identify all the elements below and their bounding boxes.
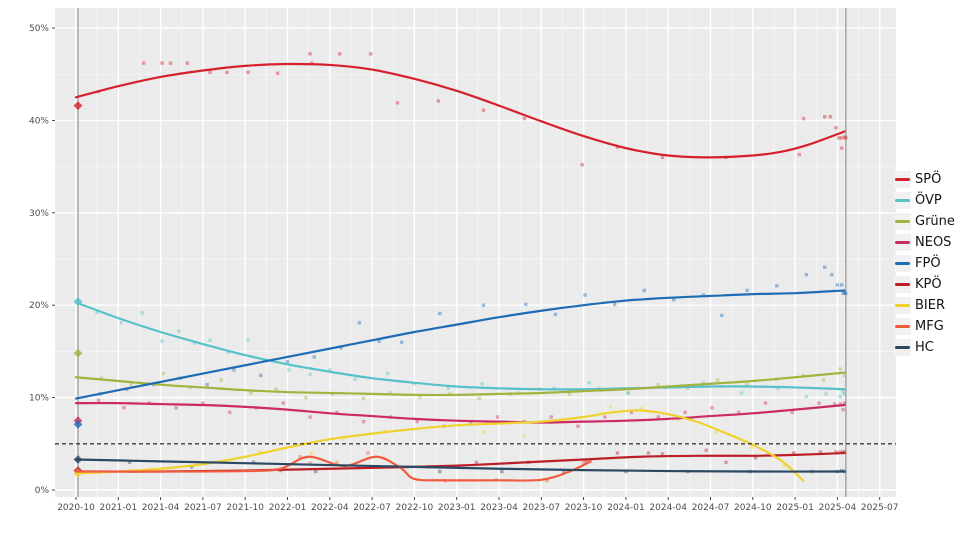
trend-lines xyxy=(74,62,846,482)
legend-key-line xyxy=(894,192,911,209)
trend-line-NEOS xyxy=(74,401,846,424)
x-tick-label: 2023-04 xyxy=(480,503,518,513)
legend-item-HC: HC xyxy=(894,337,955,358)
chart-legend: SPÖ ÖVP Grüne NEOS FPÖ KPÖ BIER MFG HC xyxy=(894,169,955,358)
y-tick-label: 50% xyxy=(29,24,49,34)
trend-line-HC xyxy=(74,458,846,473)
legend-key-line xyxy=(894,234,911,251)
election-result-diamond xyxy=(73,419,83,429)
legend-item-KPÖ: KPÖ xyxy=(894,274,955,295)
x-tick-label: 2022-01 xyxy=(269,503,307,513)
trend-line-SPÖ xyxy=(74,62,846,159)
legend-key-line xyxy=(894,339,911,356)
legend-key-line xyxy=(894,213,911,230)
legend-item-SPÖ: SPÖ xyxy=(894,169,955,190)
x-tick-label: 2021-07 xyxy=(184,503,222,513)
y-tick-label: 20% xyxy=(29,301,49,311)
legend-item-MFG: MFG xyxy=(894,316,955,337)
x-tick-label: 2024-04 xyxy=(649,503,687,513)
trend-line-Grüne xyxy=(74,371,846,397)
legend-key-line xyxy=(894,318,911,335)
legend-item-BIER: BIER xyxy=(894,295,955,316)
trend-line-ÖVP xyxy=(74,301,846,391)
legend-label: HC xyxy=(915,340,934,355)
plot-panel xyxy=(55,8,896,497)
y-tick-label: 40% xyxy=(29,116,49,126)
grid xyxy=(55,8,896,497)
legend-item-NEOS: NEOS xyxy=(894,232,955,253)
trend-line-FPÖ xyxy=(74,289,846,400)
legend-label: NEOS xyxy=(915,235,952,250)
legend-item-ÖVP: ÖVP xyxy=(894,190,955,211)
x-tick-label: 2022-07 xyxy=(353,503,391,513)
x-tick-label: 2021-04 xyxy=(142,503,180,513)
x-axis: 2020-10 2021-01 2021-04 2021-07 2021-10 2022-… xyxy=(57,497,899,513)
y-tick-label: 0% xyxy=(35,486,50,496)
election-result-diamond xyxy=(73,101,83,111)
y-tick-label: 30% xyxy=(29,209,49,219)
x-tick-label: 2024-01 xyxy=(607,503,645,513)
legend-key-line xyxy=(894,297,911,314)
x-tick-label: 2024-07 xyxy=(692,503,730,513)
y-axis: 0% 10% 20% 30% 40% 50% xyxy=(29,24,55,496)
legend-label: BIER xyxy=(915,298,945,313)
legend-label: Grüne xyxy=(915,214,955,229)
x-tick-label: 2025-04 xyxy=(819,503,857,513)
legend-item-FPÖ: FPÖ xyxy=(894,253,955,274)
election-result-diamond xyxy=(73,348,83,358)
legend-label: MFG xyxy=(915,319,944,334)
x-tick-label: 2024-10 xyxy=(734,503,772,513)
legend-label: KPÖ xyxy=(915,277,942,292)
x-tick-label: 2022-10 xyxy=(396,503,434,513)
x-tick-label: 2025-07 xyxy=(861,503,899,513)
legend-label: FPÖ xyxy=(915,256,941,271)
x-tick-label: 2023-01 xyxy=(438,503,476,513)
x-tick-label: 2023-07 xyxy=(522,503,560,513)
legend-label: ÖVP xyxy=(915,193,942,208)
legend-key-line xyxy=(894,276,911,293)
x-tick-label: 2022-04 xyxy=(311,503,349,513)
trend-line-MFG xyxy=(74,455,592,482)
legend-key-line xyxy=(894,171,911,188)
x-tick-label: 2021-01 xyxy=(99,503,137,513)
y-tick-label: 10% xyxy=(29,394,49,404)
x-tick-label: 2021-10 xyxy=(226,503,264,513)
legend-key-line xyxy=(894,255,911,272)
x-tick-label: 2020-10 xyxy=(57,503,95,513)
points-SPÖ xyxy=(73,52,848,167)
legend-label: SPÖ xyxy=(915,172,942,187)
x-tick-label: 2025-01 xyxy=(776,503,814,513)
legend-item-Grüne: Grüne xyxy=(894,211,955,232)
x-tick-label: 2023-10 xyxy=(565,503,603,513)
